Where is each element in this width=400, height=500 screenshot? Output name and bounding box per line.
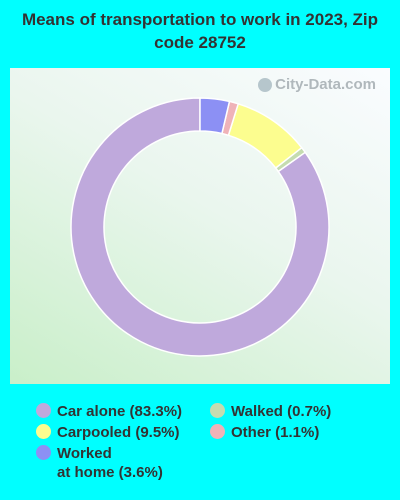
legend-item-worked-at-home: Worked at home (3.6%) <box>36 444 163 482</box>
legend-item-carpooled: Carpooled (9.5%) <box>36 423 180 442</box>
legend-swatch <box>36 445 51 460</box>
legend-swatch <box>36 424 51 439</box>
donut-slice-worked-at-home <box>199 97 231 135</box>
legend-swatch <box>210 424 225 439</box>
watermark-text: City-Data.com <box>275 76 376 93</box>
donut-chart <box>70 97 330 357</box>
chart-area: City-Data.com <box>10 68 390 384</box>
legend-item-car-alone: Car alone (83.3%) <box>36 402 182 421</box>
legend-swatch <box>36 403 51 418</box>
donut-slice-car-alone <box>70 97 330 357</box>
city-data-logo-icon <box>258 77 273 92</box>
chart-title: Means of transportation to work in 2023,… <box>21 10 379 52</box>
legend-label: Worked at home (3.6%) <box>57 445 163 481</box>
watermark: City-Data.com <box>258 76 376 93</box>
legend-swatch <box>210 403 225 418</box>
legend-label: Other (1.1%) <box>231 424 320 441</box>
legend-label: Carpooled (9.5%) <box>57 424 180 441</box>
legend-item-other: Other (1.1%) <box>210 423 319 442</box>
legend-label: Car alone (83.3%) <box>57 403 183 420</box>
legend-label: Walked (0.7%) <box>231 403 332 420</box>
legend-item-walked: Walked (0.7%) <box>210 402 331 421</box>
